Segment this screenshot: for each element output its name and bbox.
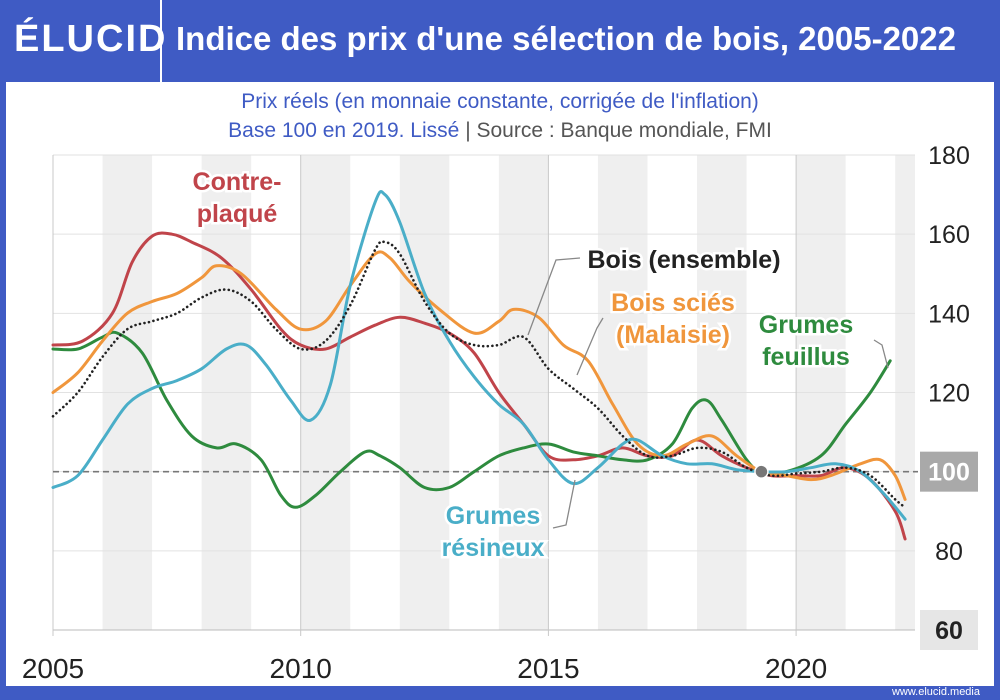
y-tick-label: 120 — [928, 380, 970, 408]
label-leader-line — [873, 339, 889, 369]
series-line-grumes-feuillus — [51, 330, 892, 509]
subtitle-base: Base 100 en 2019. Lissé — [228, 119, 460, 142]
series-line-bois-scies-malaisie — [51, 250, 907, 501]
series-label: Bois (ensemble) — [587, 246, 780, 274]
series-line-bois-ensemble — [51, 240, 907, 509]
y-tick-highlight — [920, 451, 978, 492]
y-tick-label: 80 — [935, 538, 963, 566]
series-label: Contre- — [193, 168, 282, 196]
x-tick-label: 2005 — [22, 653, 84, 684]
series-label: feuillus — [762, 343, 850, 371]
y-tick-label: 140 — [928, 300, 970, 328]
x-tick-label: 2010 — [270, 653, 332, 684]
y-tick-label: 60 — [935, 617, 963, 645]
label-leader-line — [552, 479, 576, 529]
series-label: Grumes — [759, 311, 853, 339]
page-title: Indice des prix d'une sélection de bois,… — [176, 20, 956, 57]
x-tick-label: 2020 — [765, 653, 827, 684]
series-label: Bois sciés — [611, 289, 735, 317]
y-tick-label: 100 — [928, 459, 970, 487]
series-line-contre-plaque — [51, 231, 907, 541]
y-tick-label: 160 — [928, 221, 970, 249]
series-label: plaqué — [197, 200, 278, 228]
reference-point — [754, 464, 769, 479]
subtitle-separator: | — [465, 119, 471, 142]
header-divider — [160, 0, 162, 82]
footer-site[interactable]: www.elucid.media — [891, 686, 980, 698]
series-label: résineux — [442, 534, 545, 562]
subtitle-source: Source : Banque mondiale, FMI — [476, 119, 772, 142]
label-leader-line — [527, 257, 581, 336]
subtitle-line-2: Base 100 en 2019. Lissé | Source : Banqu… — [0, 119, 1000, 143]
y-tick-label: 180 — [928, 142, 970, 170]
label-leader-line — [576, 317, 604, 376]
y-tick-highlight — [920, 610, 978, 650]
header-bar: ÉLUCID Indice des prix d'une sélection d… — [0, 0, 1000, 82]
series-label: (Malaisie) — [616, 321, 730, 349]
x-tick-label: 2015 — [517, 653, 579, 684]
elucid-logo[interactable]: ÉLUCID — [14, 18, 168, 60]
subtitle-line-1: Prix réels (en monnaie constante, corrig… — [241, 90, 759, 113]
series-label: Grumes — [446, 502, 540, 530]
